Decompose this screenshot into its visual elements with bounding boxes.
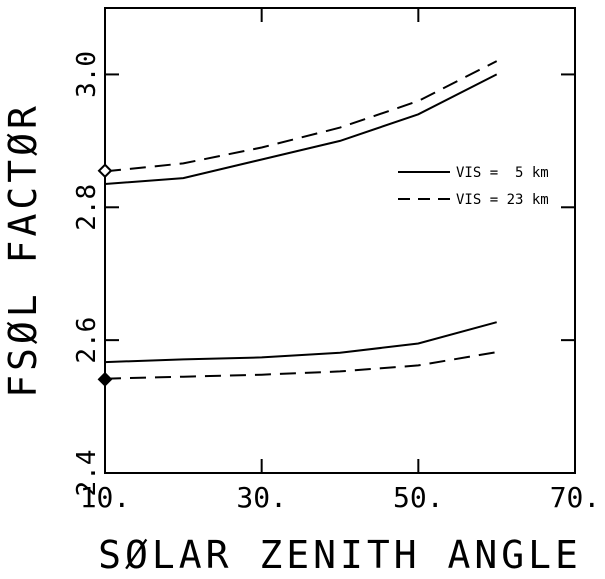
y-axis-title: FSØL FACTØR [1,102,45,398]
series-line-dashed-upper [104,60,498,173]
x-tick-label: 70. [550,481,601,514]
y-tick-label: 2.4 [72,450,102,497]
diamond-marker [97,163,113,179]
series-line-dashed-lower [104,351,497,380]
plot-frame [104,7,576,474]
legend-label-vis-5: VIS = 5 km [456,165,549,181]
series-group [104,60,498,380]
legend: VIS = 5 km VIS = 23 km [398,165,549,208]
x-tick-label: 50. [393,481,444,514]
ticks-group: 10. 30. 50. 70. 2.4 2.6 2.8 3.0 [72,8,600,514]
x-tick-label: 10. [80,481,131,514]
x-axis-title: SØLAR ZENITH ANGLE [98,533,582,577]
diamond-marker [97,371,113,387]
y-tick-label: 3.0 [72,51,102,98]
x-tick-label: 30. [236,481,287,514]
y-tick-label: 2.6 [72,317,102,364]
series-line-solid-lower [104,321,497,364]
series-line-solid-upper [104,73,498,185]
y-tick-label: 2.8 [72,184,102,231]
legend-label-vis-23: VIS = 23 km [456,192,549,208]
markers-group [97,163,113,387]
